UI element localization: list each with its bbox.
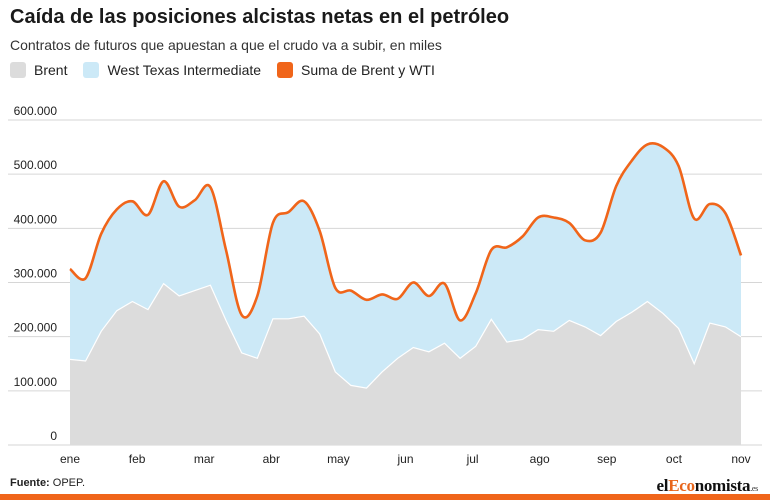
x-tick-label: oct xyxy=(666,452,683,466)
chart-subtitle: Contratos de futuros que apuestan a que … xyxy=(10,37,442,53)
y-tick-label: 300.000 xyxy=(14,267,58,281)
legend-item-wti: West Texas Intermediate xyxy=(83,62,261,78)
bottom-accent-bar xyxy=(0,494,770,500)
legend-item-total: Suma de Brent y WTI xyxy=(277,62,435,78)
legend-label-total: Suma de Brent y WTI xyxy=(301,62,435,78)
x-tick-label: ene xyxy=(60,452,80,466)
source-note: Fuente: OPEP. xyxy=(10,477,85,489)
x-tick-label: may xyxy=(327,452,350,466)
total-line xyxy=(69,141,743,322)
logo-text-nomista: nomista xyxy=(694,476,751,495)
y-tick-label: 0 xyxy=(50,429,57,443)
x-tick-label: mar xyxy=(194,452,215,466)
source-label: Fuente: xyxy=(10,477,50,489)
area-chart: 0 100.000 200.000 300.000 400.000 500.000 600.… xyxy=(8,104,762,466)
legend-swatch-total xyxy=(277,62,294,78)
logo-suffix: .es xyxy=(750,484,758,493)
chart-title: Caída de las posiciones alcistas netas e… xyxy=(10,6,510,28)
x-tick-label: jul xyxy=(466,452,479,466)
x-tick-label: feb xyxy=(129,452,146,466)
brent-area xyxy=(70,283,741,445)
x-tick-label: sep xyxy=(597,452,617,466)
y-tick-label: 100.000 xyxy=(14,375,58,389)
y-tick-label: 500.000 xyxy=(14,158,58,172)
source-text: OPEP. xyxy=(49,477,85,489)
y-tick-label: 400.000 xyxy=(14,212,58,226)
x-tick-label: nov xyxy=(731,452,750,466)
x-tick-label: abr xyxy=(263,452,280,466)
x-tick-label: jun xyxy=(396,452,413,466)
legend-label-brent: Brent xyxy=(34,62,68,78)
brent-line xyxy=(69,282,742,389)
y-tick-label: 600.000 xyxy=(14,104,58,118)
legend-item-brent: Brent xyxy=(10,62,67,78)
logo-text-el: el xyxy=(656,476,669,495)
brand-logo: elEconomista.es xyxy=(656,476,759,496)
chart-legend: Brent West Texas Intermediate Suma de Br… xyxy=(10,62,451,78)
x-tick-label: ago xyxy=(530,452,550,466)
y-tick-label: 200.000 xyxy=(14,321,58,335)
legend-label-wti: West Texas Intermediate xyxy=(107,62,262,78)
legend-swatch-brent xyxy=(10,62,26,78)
logo-text-eco: Eco xyxy=(668,476,695,495)
legend-swatch-wti xyxy=(83,62,100,78)
